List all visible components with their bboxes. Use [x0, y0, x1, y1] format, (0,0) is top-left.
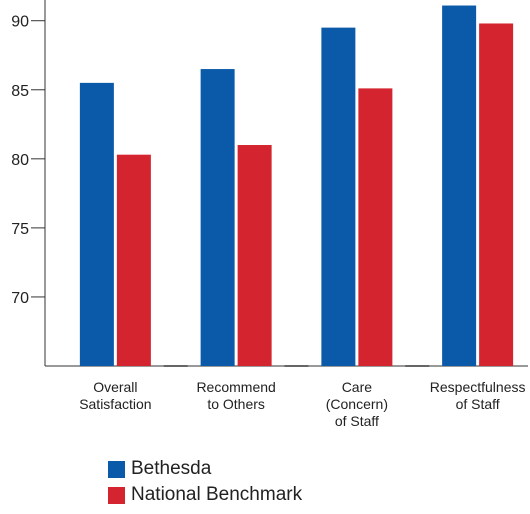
bar-bethesda-4 [442, 5, 477, 366]
x-category-label-line: to Others [207, 396, 265, 412]
legend-swatch-national-benchmark [108, 486, 125, 504]
y-tick-label: 85 [11, 83, 29, 100]
bar-chart: 70 75 80 85 90 Overall Satisfaction Recommend to… [11, 0, 528, 429]
x-category-label-line: Respectfulness [430, 379, 526, 395]
legend-label-national-benchmark: National Benchmark [131, 484, 303, 505]
bar-bethesda-1 [79, 82, 114, 367]
x-category-label-line: Overall [93, 379, 137, 395]
y-tick-label: 90 [11, 14, 29, 31]
x-category-label-line: of Staff [456, 396, 500, 412]
legend: Bethesda National Benchmark [108, 456, 302, 508]
x-category-label: Respectfulness of Staff [430, 379, 526, 412]
bar-bethesda-3 [321, 27, 356, 366]
x-category-label-line: Recommend [196, 379, 275, 395]
legend-label-bethesda: Bethesda [131, 458, 212, 479]
bar-national-benchmark-4 [479, 23, 514, 366]
x-category-label-line: of Staff [335, 413, 379, 429]
x-category-label: Care (Concern) of Staff [326, 379, 388, 429]
bar-national-benchmark-3 [358, 88, 393, 366]
x-category-label: Recommend to Others [196, 379, 275, 412]
bar-national-benchmark-2 [237, 145, 272, 366]
bar-bethesda-2 [200, 69, 235, 366]
x-category-label-line: Satisfaction [79, 396, 151, 412]
x-category-label: Overall Satisfaction [79, 379, 151, 412]
legend-swatch-bethesda [108, 460, 125, 478]
legend-item-national-benchmark: National Benchmark [108, 482, 302, 508]
x-category-label-line: Care [342, 379, 373, 395]
legend-item-bethesda: Bethesda [108, 456, 302, 482]
x-category-label-line: (Concern) [326, 396, 388, 412]
y-tick-label: 75 [11, 221, 29, 238]
bar-national-benchmark-1 [116, 154, 151, 366]
y-tick-label: 80 [11, 152, 29, 169]
y-tick-label: 70 [11, 290, 29, 307]
